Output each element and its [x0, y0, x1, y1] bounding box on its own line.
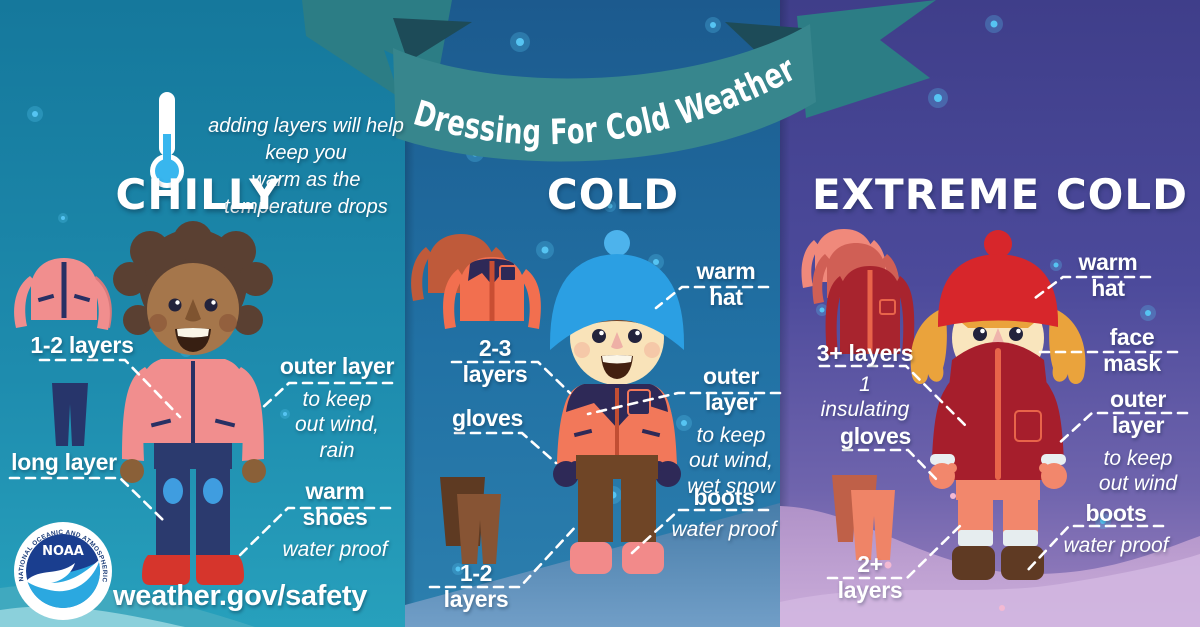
- intro-tip-line1: adding layers will help keep you: [208, 115, 404, 164]
- panel-title-cold: COLD: [546, 170, 680, 219]
- intro-tip-line2: warm as the temperature drops: [224, 169, 388, 218]
- label-extreme-boots: boots water proof: [1063, 500, 1169, 557]
- ribbon-banner: Dressing For Cold Weather: [302, 0, 936, 162]
- label-chilly-layers: 1-2 layers: [30, 332, 134, 358]
- noaa-gull: [26, 559, 100, 592]
- label-chilly-long-layer: long layer: [11, 449, 117, 475]
- panel-title-extreme: EXTREME COLD: [811, 170, 1188, 219]
- label-extreme-layers: 3+ layers 1 insulating: [816, 340, 914, 422]
- label-cold-outer-layer: outer layer to keep out wind, wet snow: [687, 363, 775, 498]
- boots: [952, 546, 995, 580]
- jacket-stack-icon-extreme: [801, 229, 915, 356]
- snow-hill-right-front: [780, 554, 1200, 627]
- pants: [576, 455, 658, 542]
- shoes: [142, 555, 190, 585]
- pompom: [984, 230, 1012, 258]
- label-extreme-layers-bottom: 2+ layers: [837, 551, 903, 603]
- label-extreme-face-mask: face mask: [1103, 324, 1161, 376]
- pants-stack-icon-cold: [440, 477, 501, 564]
- ribbon-tail-right: [797, 0, 936, 118]
- label-chilly-outer-layer: outer layer to keep out wind, rain: [279, 353, 395, 462]
- label-chilly-warm-shoes: warm shoes water proof: [282, 478, 388, 561]
- jacket-icon-chilly: [14, 258, 112, 330]
- pompom: [604, 230, 630, 256]
- ribbon-band: [393, 24, 816, 162]
- panel-divider: [780, 0, 790, 627]
- intro-tip: adding layers will help keep you warm as…: [195, 113, 417, 221]
- warm-hat: [938, 254, 1058, 327]
- panel-divider: [405, 0, 415, 627]
- label-cold-layers-bottom: 1-2 layers: [443, 560, 509, 612]
- noaa-logo: NATIONAL OCEANIC AND ATMOSPHERIC ADMINIS…: [10, 516, 112, 620]
- warm-hat: [550, 254, 684, 350]
- thermometer-icon: [150, 92, 184, 188]
- boots: [570, 542, 612, 574]
- label-cold-boots: boots water proof: [671, 484, 777, 541]
- label-extreme-warm-hat: warm hat: [1078, 249, 1138, 301]
- pants-icon-chilly: [52, 383, 88, 446]
- label-cold-gloves: gloves: [451, 405, 524, 431]
- label-extreme-gloves: gloves: [839, 423, 912, 449]
- child-chilly-illustration: [113, 221, 273, 585]
- label-extreme-outer-layer: outer layer to keep out wind: [1098, 386, 1178, 496]
- ribbon-fold-left: [393, 18, 472, 62]
- label-cold-warm-hat: warm hat: [696, 258, 756, 310]
- mittens: [553, 461, 681, 487]
- label-cold-layers: 2-3 layers: [462, 335, 528, 387]
- pants: [956, 480, 1040, 536]
- footer-url: weather.gov/safety: [113, 580, 368, 612]
- panel-title-chilly: CHILLY: [115, 170, 281, 219]
- pigtail-right: [1049, 308, 1086, 385]
- jacket-stack-icon-cold: [411, 234, 541, 329]
- star-field: [27, 4, 1156, 611]
- noaa-acronym: NOAA: [42, 544, 84, 559]
